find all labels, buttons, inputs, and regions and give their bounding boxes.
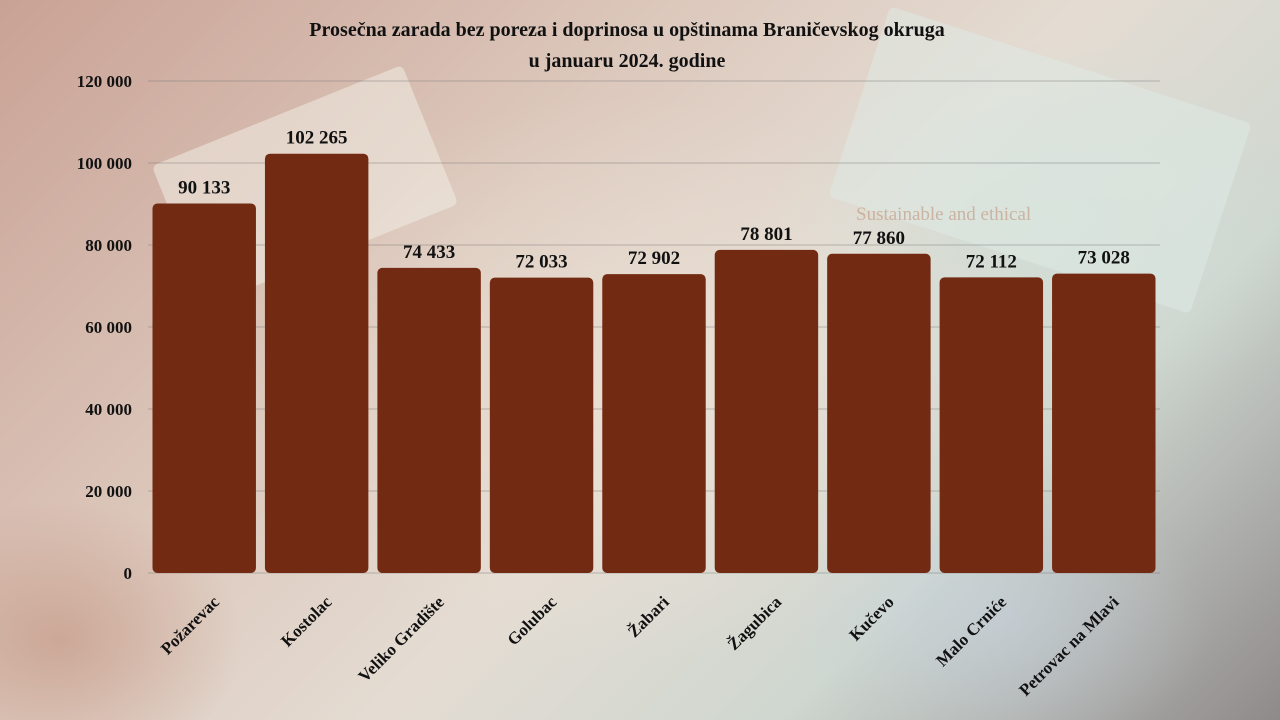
data-label: 90 133 (178, 177, 230, 198)
data-labels: 90 133 102 265 74 433 72 033 72 902 78 801 77 … (178, 128, 1130, 273)
watermark-text: Sustainable and ethical (856, 204, 1032, 225)
y-tick-label: 120 000 (77, 72, 132, 91)
data-label: 72 902 (628, 248, 680, 269)
data-label: 77 860 (853, 228, 905, 249)
bar (489, 277, 594, 573)
data-label: 72 112 (966, 251, 1017, 272)
x-tick-label: Požarevac (157, 592, 223, 658)
data-label: 74 433 (403, 242, 455, 263)
y-tick-label: 0 (124, 564, 133, 583)
bars (152, 153, 1156, 574)
data-label: 72 033 (515, 252, 567, 273)
x-tick-label: Kučevo (846, 592, 898, 644)
chart-title: Prosečna zarada bez poreza i doprinosa u… (309, 19, 945, 41)
y-tick-label: 100 000 (77, 154, 132, 173)
data-label: 102 265 (286, 128, 348, 149)
y-tick-label: 60 000 (85, 318, 132, 337)
bar (152, 203, 256, 573)
x-tick-label: Malo Crniće (932, 592, 1010, 670)
bar (602, 274, 706, 573)
y-tick-label: 80 000 (85, 236, 132, 255)
y-axis: 0 20 000 40 000 60 000 80 000 100 000 120 000 (77, 72, 132, 583)
chart-title-block: Prosečna zarada bez poreza i doprinosa u… (0, 15, 1254, 77)
y-tick-label: 20 000 (85, 482, 132, 501)
data-label: 73 028 (1078, 248, 1130, 269)
x-tick-label: Veliko Gradište (354, 592, 448, 686)
chart-subtitle: u januaru 2024. godine (528, 50, 726, 72)
x-tick-label: Žagubica (724, 592, 786, 654)
bar (714, 249, 819, 573)
x-tick-label: Golubac (504, 592, 561, 649)
x-tick-label: Žabari (624, 592, 673, 641)
data-label: 78 801 (740, 224, 792, 245)
x-tick-label: Petrovac na Mlavi (1015, 592, 1123, 700)
y-tick-label: 40 000 (85, 400, 132, 419)
bar (264, 153, 369, 573)
bar (1052, 273, 1156, 573)
bar (939, 277, 1044, 573)
x-axis: Požarevac Kostolac Veliko Gradište Golubac Ž… (157, 592, 1123, 700)
bar (377, 267, 481, 573)
bar (827, 253, 931, 574)
x-tick-label: Kostolac (277, 592, 335, 650)
